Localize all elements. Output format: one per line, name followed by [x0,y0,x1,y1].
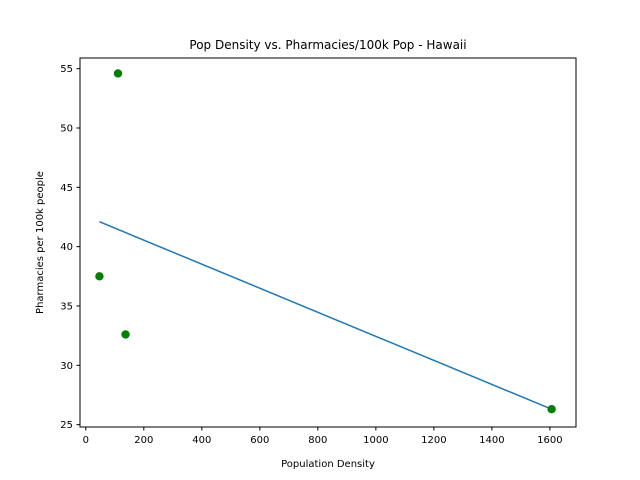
data-point [121,330,130,339]
x-tick-label: 200 [134,435,153,446]
y-axis-ticks: 25 30 35 40 45 50 55 [60,64,80,431]
x-tick-label: 800 [308,435,327,446]
trendline [99,221,552,410]
x-tick-label: 0 [83,435,89,446]
chart-title: Pop Density vs. Pharmacies/100k Pop - Ha… [189,38,466,52]
y-tick-label: 30 [60,361,73,372]
plot-frame [79,57,577,428]
x-tick-label: 1600 [537,435,562,446]
y-tick-label: 40 [60,242,73,253]
x-tick-label: 1000 [363,435,388,446]
y-tick-label: 55 [60,64,73,75]
x-tick-label: 1400 [479,435,504,446]
data-point [113,69,123,78]
trendline-group [99,221,552,410]
y-tick-label: 50 [60,124,73,135]
y-tick-label: 25 [60,420,73,431]
y-tick-label: 45 [60,183,73,194]
x-axis-ticks: 0 200 400 600 800 1000 1200 1400 1600 [83,427,563,446]
data-point [95,272,104,281]
x-axis-title: Population Density [281,459,375,470]
y-axis-title: Pharmacies per 100k people [35,171,46,314]
data-point [547,405,556,414]
x-tick-label: 600 [250,435,269,446]
y-tick-label: 35 [60,301,73,312]
x-tick-label: 400 [192,435,211,446]
x-tick-label: 1200 [421,435,446,446]
data-points-group [95,69,556,414]
